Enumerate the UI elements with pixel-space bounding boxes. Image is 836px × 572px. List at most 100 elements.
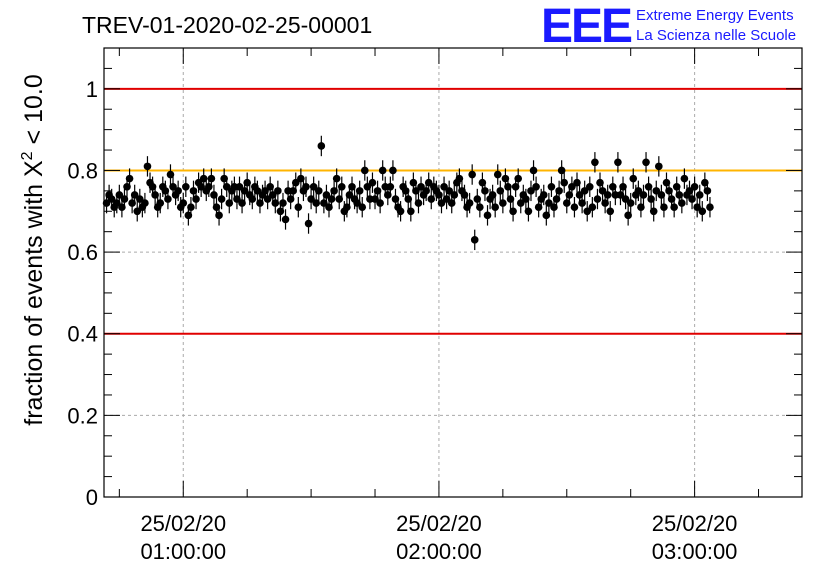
data-point (148, 182, 157, 191)
data-point (376, 199, 384, 207)
data-point (169, 182, 177, 191)
data-point (297, 174, 305, 183)
data-point (690, 182, 699, 191)
data-point (596, 178, 604, 187)
data-point (447, 199, 456, 207)
data-point (391, 195, 400, 203)
data-point (657, 191, 666, 199)
data-point (701, 178, 709, 187)
data-point (550, 203, 558, 211)
y-axis-title: fraction of events with X2 < 10.0 (19, 74, 48, 425)
data-point (647, 195, 655, 203)
data-point (660, 203, 668, 211)
data-point (670, 203, 678, 211)
data-point (182, 182, 190, 191)
data-point (478, 178, 487, 187)
data-point (675, 191, 684, 199)
data-point (580, 187, 589, 195)
data-point (417, 182, 425, 191)
data-point (205, 182, 213, 191)
data-point (225, 199, 234, 207)
x-tick-label-time: 03:00:00 (652, 539, 738, 564)
data-point (279, 199, 287, 207)
data-point (373, 187, 382, 195)
x-tick-label-date: 25/02/20 (652, 511, 738, 536)
data-point (688, 195, 696, 203)
data-point (706, 203, 714, 211)
data-point (355, 187, 364, 195)
data-point (442, 195, 451, 203)
data-point (445, 187, 453, 195)
data-point (516, 199, 525, 207)
data-point (703, 187, 712, 195)
data-point (317, 142, 326, 150)
data-point (314, 187, 323, 195)
data-point (573, 178, 581, 187)
x-tick-label-time: 01:00:00 (140, 539, 226, 564)
data-point (302, 182, 310, 191)
data-point (665, 187, 673, 195)
data-point (327, 195, 336, 203)
data-point (532, 182, 540, 191)
data-point (360, 166, 369, 175)
data-point (368, 178, 377, 187)
data-point (107, 195, 116, 203)
data-point (128, 199, 136, 207)
y-axis-title-exponent: 2 (19, 151, 36, 160)
data-point (481, 187, 489, 195)
data-point (184, 211, 193, 220)
data-point (695, 191, 704, 199)
data-point (414, 199, 423, 207)
data-point (345, 191, 354, 199)
data-point (115, 191, 124, 199)
x-tick-label-date: 25/02/20 (140, 511, 226, 536)
data-point (130, 191, 139, 199)
data-point (179, 199, 188, 207)
data-point (552, 195, 561, 203)
data-point (601, 199, 609, 207)
data-point (330, 187, 338, 195)
eee-logo-line1: Extreme Energy Events (636, 7, 794, 24)
reference-lines (104, 87, 802, 335)
data-point (166, 170, 175, 179)
data-point (680, 174, 689, 183)
data-point (294, 203, 303, 211)
data-point (248, 195, 257, 203)
data-point (325, 203, 333, 211)
data-point (524, 207, 533, 216)
data-point (409, 178, 418, 187)
data-point (217, 195, 226, 203)
data-point (608, 182, 617, 191)
data-point (286, 195, 295, 203)
data-point (412, 187, 420, 195)
data-point (427, 195, 436, 203)
data-point (348, 182, 356, 191)
data-point (320, 199, 328, 207)
data-point (187, 203, 195, 211)
data-point (164, 195, 172, 203)
data-point (309, 182, 318, 191)
data-point (120, 195, 129, 203)
data-point (358, 203, 367, 211)
data-point (667, 195, 676, 203)
data-point (222, 182, 231, 191)
x-tick-label-date: 25/02/20 (396, 511, 482, 536)
data-point (606, 207, 615, 216)
data-point (422, 187, 430, 195)
x-tick-label-time: 02:00:00 (396, 539, 482, 564)
data-point (470, 236, 479, 244)
data-point (506, 195, 515, 203)
data-point (233, 195, 241, 203)
data-point (642, 158, 650, 167)
chart-title: TREV-01-2020-02-25-00001 (82, 12, 372, 38)
data-point (371, 195, 379, 203)
y-axis-title-suffix: < 10.0 (20, 74, 48, 151)
data-point (568, 182, 576, 191)
data-point (135, 195, 144, 203)
data-point (672, 182, 681, 191)
data-point (593, 195, 602, 203)
data-point (649, 207, 658, 216)
data-point (396, 207, 405, 216)
data-points (102, 135, 714, 251)
